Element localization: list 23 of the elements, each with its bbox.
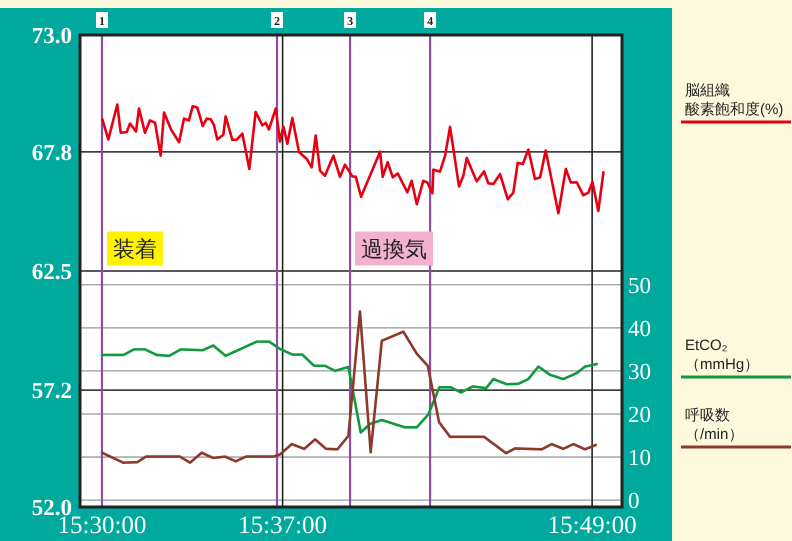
annotation: 過換気 [361,236,428,262]
annotation: 装着 [106,232,163,266]
line-series [100,310,597,464]
line-series [100,103,605,215]
y2-tick-label: 30 [628,358,651,384]
annotation: 4 [424,12,436,28]
y2-tick-label: 20 [628,402,651,427]
y2-tick-label: 0 [628,488,640,514]
y2-tick-label: 40 [628,316,651,341]
annotation: 1 [96,12,108,28]
annotation: 2 [271,12,284,28]
y2-tick-label: 10 [628,445,651,470]
y-tick-label: 67.8 [32,140,72,165]
y-tick-label: 62.5 [32,259,72,284]
y2-tick-label: 50 [628,272,651,298]
y-tick-label: 57.2 [32,378,72,404]
line-series [100,340,598,434]
annotation: 3 [344,12,356,28]
annotation: 装着 [112,236,157,262]
x-tick-label: 15:49:00 [548,512,637,539]
annotation: 過換気 [355,232,434,266]
x-tick-label: 15:37:00 [238,512,328,539]
y-tick-label: 73.0 [32,23,72,48]
